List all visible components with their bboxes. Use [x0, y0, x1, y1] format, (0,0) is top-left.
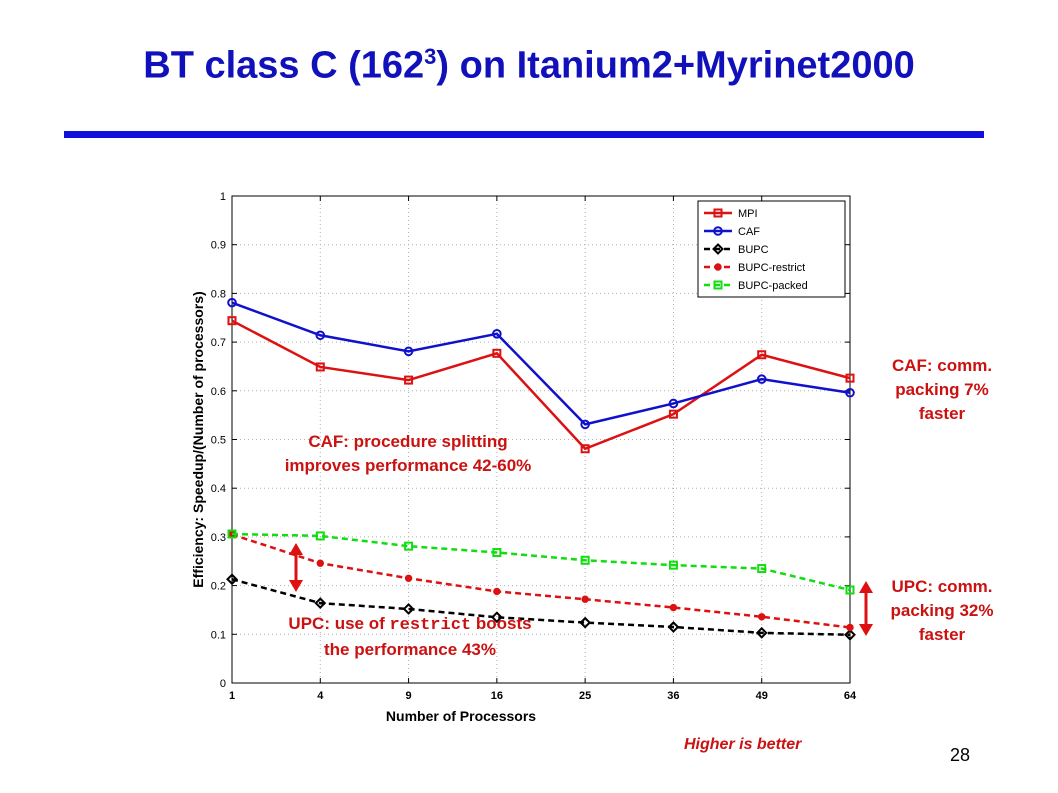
y-tick-label: 1 — [220, 191, 226, 203]
legend-label-bupc-packed: BUPC-packed — [738, 280, 808, 292]
data-point-bupc-packed — [757, 564, 767, 574]
data-point-bupc — [755, 626, 768, 639]
slide-title: BT class C (1623) on Itanium2+Myrinet200… — [143, 44, 915, 87]
packing-gain-arrow-head-bottom — [859, 624, 873, 636]
data-point-mpi — [315, 362, 325, 372]
legend-label-caf: CAF — [738, 226, 760, 238]
y-tick-label: 0.9 — [211, 240, 226, 252]
data-point-bupc-restrict — [493, 587, 501, 596]
restrict-gain-arrow-head-top — [289, 543, 303, 555]
data-point-mpi — [845, 373, 855, 383]
data-point-bupc-packed — [492, 547, 502, 557]
legend-label-bupc-restrict: BUPC-restrict — [738, 262, 805, 274]
y-tick-label: 0.4 — [211, 483, 226, 495]
y-tick-label: 0.1 — [211, 629, 226, 641]
series-line-bupc — [231, 578, 851, 637]
data-point-caf — [580, 419, 590, 430]
data-point-caf — [492, 329, 502, 339]
x-tick-label: 9 — [406, 690, 412, 702]
data-point-mpi — [668, 409, 678, 419]
data-point-bupc — [844, 628, 856, 641]
higher-is-better-note: Higher is better — [684, 736, 802, 753]
x-tick-label: 36 — [667, 690, 679, 702]
series-line-mpi — [231, 319, 851, 451]
x-tick-label: 25 — [579, 690, 591, 702]
legend-marker-bupc — [712, 243, 724, 255]
data-point-bupc-restrict — [846, 623, 854, 632]
data-point-bupc-restrict — [669, 603, 678, 612]
upc-packing-note: UPC: comm. packing 32% faster — [890, 577, 994, 644]
data-point-bupc-packed — [404, 541, 414, 551]
x-axis-label: Number of Processors — [386, 708, 536, 724]
y-tick-label: 0.8 — [211, 288, 226, 300]
x-tick-label: 1 — [229, 690, 235, 702]
data-point-caf — [403, 346, 414, 357]
legend-label-bupc: BUPC — [738, 244, 769, 256]
data-point-mpi — [227, 316, 237, 326]
x-tick-label: 16 — [491, 690, 503, 702]
data-point-bupc-packed — [668, 560, 678, 570]
legend-marker-mpi — [713, 208, 723, 218]
y-tick-label: 0 — [220, 678, 226, 690]
series-line-caf — [231, 301, 851, 426]
x-tick-label: 49 — [756, 690, 768, 702]
data-point-bupc-restrict — [581, 595, 589, 603]
data-point-caf — [668, 398, 679, 409]
page-number: 28 — [950, 745, 971, 765]
data-point-caf — [845, 387, 855, 398]
data-point-mpi — [580, 444, 590, 454]
data-point-bupc — [402, 603, 415, 615]
x-tick-label: 4 — [317, 690, 324, 702]
x-tick-label: 64 — [844, 690, 857, 702]
series-line-bupc-restrict — [231, 533, 851, 629]
packing-gain-arrow-head-top — [859, 581, 873, 593]
y-axis-label: Efficiency: Speedup/(Number of processor… — [190, 291, 206, 587]
data-point-mpi — [757, 350, 767, 360]
data-point-bupc-packed — [845, 585, 855, 595]
caf-procedure-splitting-note: CAF: procedure splitting improves perfor… — [284, 432, 532, 475]
data-point-bupc — [314, 597, 327, 610]
y-tick-label: 0.7 — [211, 337, 226, 349]
data-point-bupc-packed — [227, 529, 237, 539]
data-point-bupc — [490, 611, 503, 624]
data-point-caf — [227, 297, 237, 308]
data-point-bupc — [226, 573, 238, 586]
data-point-caf — [315, 330, 326, 341]
data-point-caf — [756, 374, 767, 384]
caf-packing-note: CAF: comm. packing 7% faster — [891, 356, 993, 423]
y-tick-label: 0.5 — [211, 435, 226, 447]
y-tick-label: 0.2 — [211, 581, 226, 593]
legend-marker-caf — [713, 226, 723, 236]
data-point-bupc — [579, 616, 592, 629]
legend-label-mpi: MPI — [738, 208, 758, 220]
upc-restrict-note: UPC: use of restrict boosts the performa… — [288, 614, 532, 659]
data-point-bupc — [667, 621, 680, 633]
y-tick-label: 0.3 — [211, 532, 226, 544]
series-line-bupc-packed — [231, 532, 851, 592]
data-point-bupc-packed — [580, 555, 590, 565]
data-point-mpi — [492, 348, 502, 358]
y-tick-label: 0.6 — [211, 386, 226, 398]
legend-marker-bupc-restrict — [714, 263, 722, 271]
data-point-mpi — [404, 375, 414, 385]
data-point-bupc-restrict — [404, 574, 413, 582]
restrict-gain-arrow-head-bottom — [289, 580, 303, 592]
data-point-bupc-restrict — [316, 559, 324, 567]
data-point-bupc-restrict — [758, 613, 766, 621]
legend-marker-bupc-packed — [713, 280, 723, 290]
title-underline — [64, 131, 984, 138]
data-point-bupc-packed — [315, 531, 325, 541]
